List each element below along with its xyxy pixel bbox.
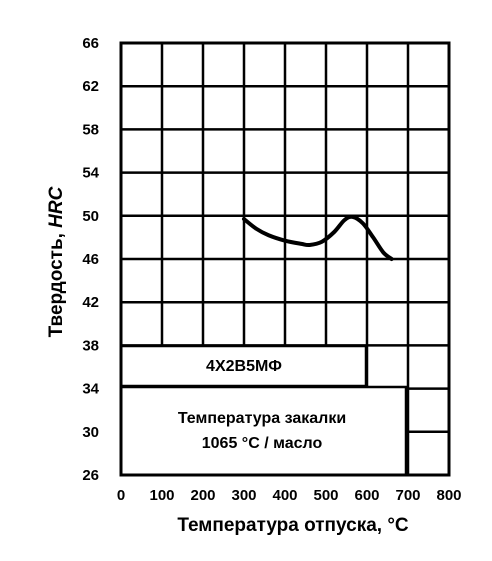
y-tick-label: 26 [82, 467, 99, 484]
y-axis-title-main: Твердость, [46, 228, 67, 338]
y-tick-label: 34 [82, 381, 99, 398]
y-axis-title-unit: HRC [46, 186, 67, 227]
y-tick-label: 42 [82, 294, 99, 311]
annotation-boxes: 4Х2В5МФ Температура закалки 1065 °С / ма… [119, 344, 408, 477]
x-tick-label: 800 [436, 487, 461, 504]
y-axis-title: Твердость, HRC [46, 186, 67, 337]
y-tick-label: 66 [82, 35, 99, 52]
x-tick-label: 100 [149, 487, 174, 504]
x-tick-label: 200 [190, 487, 215, 504]
y-tick-label: 62 [82, 78, 99, 95]
y-tick-labels: 26 30 34 38 42 46 50 54 58 62 66 [82, 35, 99, 484]
x-tick-label: 700 [395, 487, 420, 504]
x-tick-label: 0 [117, 487, 125, 504]
y-tick-label: 58 [82, 121, 99, 138]
quench-temperature-line2: 1065 °С / масло [202, 435, 323, 452]
y-tick-label: 54 [82, 165, 99, 182]
grid-lines [121, 43, 449, 475]
y-tick-label: 38 [82, 337, 99, 354]
x-tick-label: 300 [231, 487, 256, 504]
hardness-curve [242, 214, 394, 261]
grade-label: 4Х2В5МФ [206, 358, 282, 375]
series-layer [242, 214, 394, 261]
y-tick-label: 50 [82, 208, 99, 225]
y-tick-label: 30 [82, 424, 99, 441]
x-tick-label: 400 [272, 487, 297, 504]
x-axis-title: Температура отпуска, °С [177, 515, 409, 536]
plot-frame [119, 41, 451, 477]
x-tick-label: 600 [354, 487, 379, 504]
quench-temperature-line1: Температура закалки [178, 410, 346, 427]
x-tick-label: 500 [313, 487, 338, 504]
y-tick-label: 46 [82, 251, 99, 268]
x-tick-labels: 0 100 200 300 400 500 600 700 800 [117, 487, 462, 504]
quench-note-box [119, 385, 408, 477]
